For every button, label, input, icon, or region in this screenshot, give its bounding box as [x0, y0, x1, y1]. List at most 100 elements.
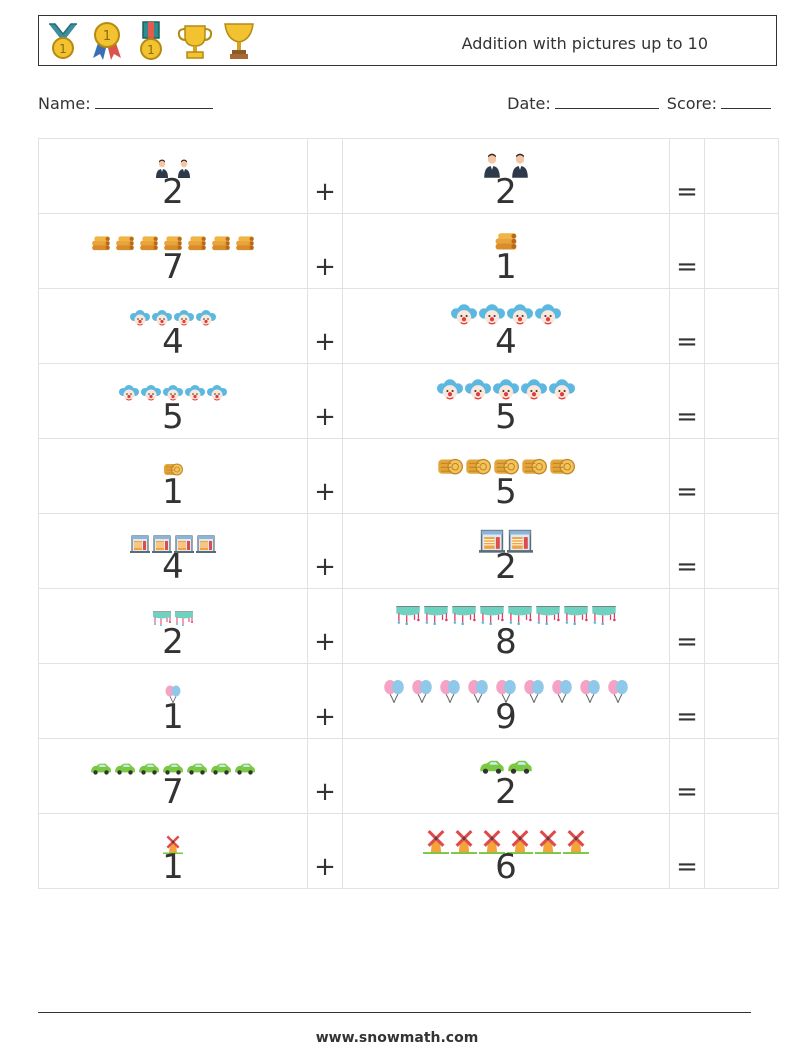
picture-group	[343, 601, 669, 629]
picture-group	[39, 451, 307, 479]
answer-cell[interactable]	[704, 513, 779, 589]
equals-sign: =	[676, 852, 698, 882]
plus-cell: +	[307, 663, 343, 739]
firewood-icon	[186, 232, 208, 254]
equals-cell: =	[669, 738, 705, 814]
first-addend-number: 2	[162, 622, 184, 662]
window-icon	[152, 534, 172, 554]
picture-group	[39, 601, 307, 629]
balloons-icon	[409, 678, 435, 704]
svg-text:1: 1	[147, 43, 155, 57]
first-addend-cell: 1	[38, 438, 308, 514]
picture-group	[343, 451, 669, 479]
problem-row: 7 +2 =	[38, 738, 779, 814]
window-icon	[479, 528, 505, 554]
second-addend-cell: 1	[342, 213, 670, 289]
clown-icon	[521, 378, 547, 404]
second-addend-number: 5	[495, 472, 517, 512]
second-addend-cell: 8	[342, 588, 670, 664]
firewood-icon	[210, 232, 232, 254]
balloons-icon	[577, 678, 603, 704]
plus-sign: +	[314, 627, 336, 657]
person-icon	[479, 153, 505, 179]
picture-group	[39, 226, 307, 254]
answer-cell[interactable]	[704, 663, 779, 739]
answer-cell[interactable]	[704, 438, 779, 514]
second-addend-cell: 2	[342, 513, 670, 589]
person-icon	[152, 159, 172, 179]
clown-icon	[437, 378, 463, 404]
first-addend-cell: 1	[38, 663, 308, 739]
picture-group	[343, 676, 669, 704]
clown-icon	[507, 303, 533, 329]
balloons-icon	[493, 678, 519, 704]
car-icon	[507, 753, 533, 779]
clown-icon	[465, 378, 491, 404]
picture-group	[343, 376, 669, 404]
worksheet-title: Addition with pictures up to 10	[461, 34, 708, 53]
first-addend-cell: 7	[38, 738, 308, 814]
date-blank[interactable]	[554, 94, 659, 109]
footer-url[interactable]: www.snowmath.com	[315, 1030, 479, 1046]
answer-cell[interactable]	[704, 813, 779, 889]
clown-icon	[130, 309, 150, 329]
picture-group	[39, 151, 307, 179]
problem-row: 1 +9 =	[38, 663, 779, 739]
answer-cell[interactable]	[704, 138, 779, 214]
clown-icon	[163, 384, 183, 404]
car-icon	[479, 753, 505, 779]
car-icon	[210, 757, 232, 779]
hay-bale-icon	[549, 453, 575, 479]
answer-cell[interactable]	[704, 213, 779, 289]
picture-group	[343, 826, 669, 854]
plus-sign: +	[314, 177, 336, 207]
picture-group	[343, 226, 669, 254]
picture-group	[343, 526, 669, 554]
second-addend-cell: 4	[342, 288, 670, 364]
picture-group	[343, 301, 669, 329]
problem-row: 2 +2 =	[38, 138, 779, 214]
equals-sign: =	[676, 252, 698, 282]
windmill-icon	[563, 828, 589, 854]
equals-sign: =	[676, 402, 698, 432]
score-blank[interactable]	[721, 94, 771, 109]
bunting-icon	[507, 603, 533, 629]
answer-cell[interactable]	[704, 363, 779, 439]
balloons-icon	[163, 684, 183, 704]
plus-sign: +	[314, 777, 336, 807]
first-addend-cell: 4	[38, 513, 308, 589]
balloons-icon	[465, 678, 491, 704]
windmill-icon	[479, 828, 505, 854]
first-addend-cell: 1	[38, 813, 308, 889]
plus-cell: +	[307, 363, 343, 439]
plus-cell: +	[307, 288, 343, 364]
first-addend-number: 1	[162, 697, 184, 737]
name-field[interactable]: Name:	[38, 94, 213, 113]
answer-cell[interactable]	[704, 288, 779, 364]
answer-cell[interactable]	[704, 588, 779, 664]
hay-bale-icon	[163, 459, 183, 479]
balloons-icon	[605, 678, 631, 704]
firewood-icon	[234, 232, 256, 254]
medal-bar-icon: 1	[140, 21, 162, 60]
car-icon	[138, 757, 160, 779]
first-addend-number: 4	[162, 322, 184, 362]
bunting-icon	[535, 603, 561, 629]
plus-sign: +	[314, 852, 336, 882]
equals-sign: =	[676, 327, 698, 357]
clown-icon	[152, 309, 172, 329]
clown-icon	[185, 384, 205, 404]
svg-text:1: 1	[59, 42, 67, 56]
name-blank[interactable]	[94, 94, 213, 109]
plus-cell: +	[307, 813, 343, 889]
answer-cell[interactable]	[704, 738, 779, 814]
picture-group	[39, 526, 307, 554]
problem-row: 5 +5 =	[38, 363, 779, 439]
car-icon	[186, 757, 208, 779]
bunting-icon	[152, 609, 172, 629]
problem-row: 4 +4 =	[38, 288, 779, 364]
firewood-icon	[90, 232, 112, 254]
clown-icon	[141, 384, 161, 404]
window-icon	[130, 534, 150, 554]
person-icon	[174, 159, 194, 179]
